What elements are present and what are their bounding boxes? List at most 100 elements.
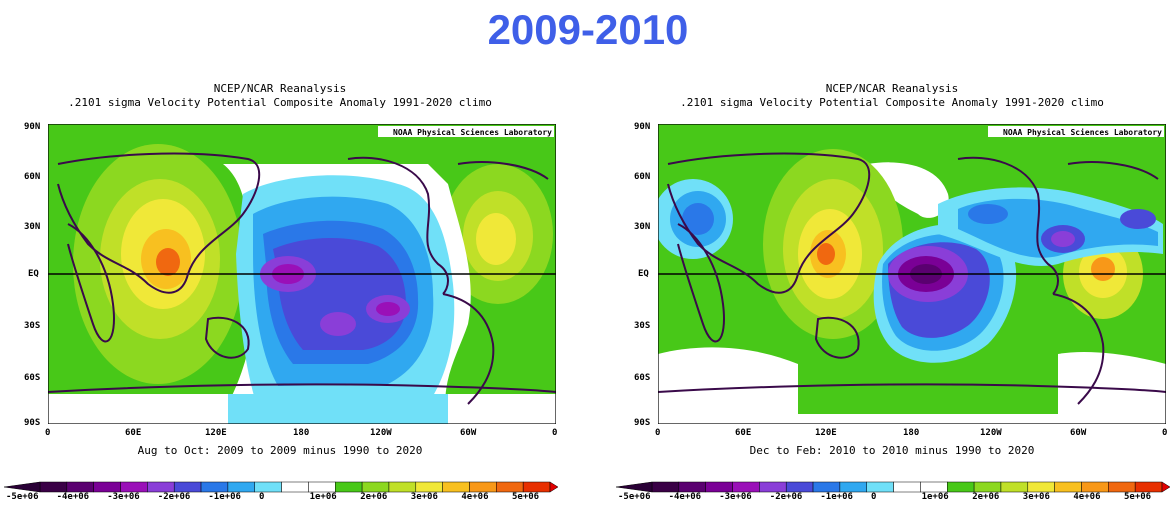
colorbar-swatch xyxy=(93,481,121,493)
lon-label: 120E xyxy=(815,428,837,438)
panel-caption: Dec to Feb: 2010 to 2010 minus 1990 to 2… xyxy=(749,444,1035,457)
colorbar-swatch xyxy=(732,481,760,493)
colorbar xyxy=(3,481,559,493)
colorbar-tick-label: 5e+06 xyxy=(1124,492,1152,502)
panel-dec-feb-2010: NCEP/NCAR Reanalysis .2101 sigma Velocit… xyxy=(612,80,1172,520)
lon-label: 60W xyxy=(460,428,477,438)
colorbar-tick-label: -3e+06 xyxy=(107,492,140,502)
colorbar-swatch xyxy=(812,481,841,493)
colorbar-swatch xyxy=(893,481,921,493)
colorbar-swatch xyxy=(973,481,1002,493)
colorbar-max-arrow xyxy=(549,481,559,493)
colorbar-tick-label: 1e+06 xyxy=(921,492,949,502)
colorbar-tick-label: 2e+06 xyxy=(360,492,388,502)
lat-label: 30S xyxy=(24,321,41,331)
lon-label: 180 xyxy=(903,428,920,438)
colorbar-tick-label: 5e+06 xyxy=(512,492,540,502)
lat-label: 30S xyxy=(634,321,651,331)
panel-aug-oct-2009: NCEP/NCAR Reanalysis .2101 sigma Velocit… xyxy=(0,80,560,520)
colorbar-tick-label: 3e+06 xyxy=(1022,492,1050,502)
colorbar-swatch xyxy=(469,481,497,493)
velocity-potential-map: NOAA Physical Sciences Laboratory xyxy=(658,124,1166,424)
lat-label: 30N xyxy=(24,222,41,232)
lon-label: 120W xyxy=(370,428,392,438)
lon-label: 60E xyxy=(735,428,752,438)
colorbar-tick-label: -5e+06 xyxy=(6,492,39,502)
panel-title-line2: .2101 sigma Velocity Potential Composite… xyxy=(68,96,492,109)
colorbar-swatch xyxy=(281,481,309,493)
colorbar-swatch xyxy=(651,481,680,493)
colorbar-swatch xyxy=(1054,481,1082,493)
lon-label: 0 xyxy=(552,428,558,438)
colorbar-tick-label: 3e+06 xyxy=(410,492,438,502)
colorbar-tick-label: 0 xyxy=(871,492,877,502)
colorbar-tick-label: 2e+06 xyxy=(972,492,1000,502)
colorbar-swatch xyxy=(66,481,94,493)
colorbar-swatch xyxy=(147,481,175,493)
page-title: 2009-2010 xyxy=(487,6,689,53)
colorbar-swatch xyxy=(415,481,443,493)
colorbar-tick-label: -4e+06 xyxy=(668,492,702,502)
colorbar-tick-label: 0 xyxy=(259,492,265,502)
lon-label: 0 xyxy=(655,428,661,438)
colorbar-tick-label: -2e+06 xyxy=(157,492,191,502)
colorbar-swatch xyxy=(173,481,202,493)
colorbar-tick-label: -1e+06 xyxy=(208,492,241,502)
colorbar xyxy=(615,481,1171,493)
colorbar-tick-label: 1e+06 xyxy=(309,492,337,502)
colorbar-tick-label: -1e+06 xyxy=(820,492,853,502)
panel-title-line1: NCEP/NCAR Reanalysis xyxy=(213,82,347,95)
colorbar-swatch xyxy=(920,481,948,493)
lat-label: 90N xyxy=(634,122,651,132)
colorbar-swatch xyxy=(785,481,814,493)
colorbar-swatch xyxy=(839,481,867,493)
colorbar-tick-label: 4e+06 xyxy=(1073,492,1101,502)
colorbar-swatch xyxy=(1000,481,1029,493)
panel-title-line1: NCEP/NCAR Reanalysis xyxy=(825,82,959,95)
lat-label: EQ xyxy=(638,269,649,279)
colorbar-swatch xyxy=(335,481,363,493)
colorbar-swatch xyxy=(254,481,282,493)
lon-label: 0 xyxy=(45,428,51,438)
lat-label: EQ xyxy=(28,269,39,279)
colorbar-swatch xyxy=(120,481,148,493)
lon-label: 60E xyxy=(125,428,142,438)
lat-label: 60N xyxy=(634,172,651,182)
colorbar-max-arrow xyxy=(1161,481,1171,493)
colorbar-swatch xyxy=(1134,481,1163,493)
panel-caption: Aug to Oct: 2009 to 2009 minus 1990 to 2… xyxy=(137,444,423,457)
lat-label: 60S xyxy=(634,373,651,383)
lon-label: 180 xyxy=(293,428,310,438)
colorbar-swatch xyxy=(1027,481,1055,493)
colorbar-tick-label: -4e+06 xyxy=(56,492,90,502)
lat-label: 90N xyxy=(24,122,41,132)
lon-label: 120E xyxy=(205,428,227,438)
lat-label: 60N xyxy=(24,172,41,182)
colorbar-swatch xyxy=(759,481,787,493)
colorbar-min-arrow xyxy=(615,481,653,493)
colorbar-tick-label: 4e+06 xyxy=(461,492,489,502)
lat-label: 90S xyxy=(24,418,41,428)
lat-label: 90S xyxy=(634,418,651,428)
colorbar-swatch xyxy=(1108,481,1136,493)
velocity-potential-map: NOAA Physical Sciences Laboratory xyxy=(48,124,556,424)
colorbar-swatch xyxy=(442,481,470,493)
lon-label: 60W xyxy=(1070,428,1087,438)
colorbar-swatch xyxy=(39,481,68,493)
lat-label: 60S xyxy=(24,373,41,383)
colorbar-swatch xyxy=(200,481,229,493)
colorbar-swatch xyxy=(308,481,336,493)
colorbar-tick-label: -2e+06 xyxy=(769,492,803,502)
lat-label: 30N xyxy=(634,222,651,232)
colorbar-swatch xyxy=(678,481,706,493)
colorbar-swatch xyxy=(705,481,733,493)
colorbar-swatch xyxy=(496,481,524,493)
lon-label: 0 xyxy=(1162,428,1168,438)
credit-label: NOAA Physical Sciences Laboratory xyxy=(393,127,552,137)
colorbar-swatch xyxy=(388,481,417,493)
lon-label: 120W xyxy=(980,428,1002,438)
colorbar-swatch xyxy=(361,481,390,493)
colorbar-tick-label: -3e+06 xyxy=(719,492,752,502)
credit-label: NOAA Physical Sciences Laboratory xyxy=(1003,127,1162,137)
colorbar-swatch xyxy=(866,481,894,493)
